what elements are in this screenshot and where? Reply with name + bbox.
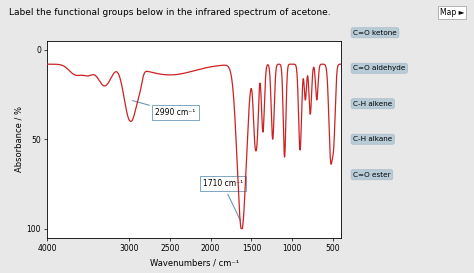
- Y-axis label: Absorbance / %: Absorbance / %: [15, 106, 24, 172]
- Text: C=O aldehyde: C=O aldehyde: [353, 65, 405, 71]
- Text: 1710 cm⁻¹: 1710 cm⁻¹: [203, 179, 243, 221]
- Text: Label the functional groups below in the infrared spectrum of acetone.: Label the functional groups below in the…: [9, 8, 331, 17]
- Text: Map ►: Map ►: [440, 8, 465, 17]
- Text: C=O ketone: C=O ketone: [353, 30, 397, 36]
- Text: C-H alkene: C-H alkene: [353, 101, 392, 107]
- X-axis label: Wavenumbers / cm⁻¹: Wavenumbers / cm⁻¹: [150, 258, 239, 267]
- Text: C-H alkane: C-H alkane: [353, 136, 392, 142]
- Text: 2990 cm⁻¹: 2990 cm⁻¹: [133, 101, 196, 117]
- Text: C=O ester: C=O ester: [353, 172, 391, 178]
